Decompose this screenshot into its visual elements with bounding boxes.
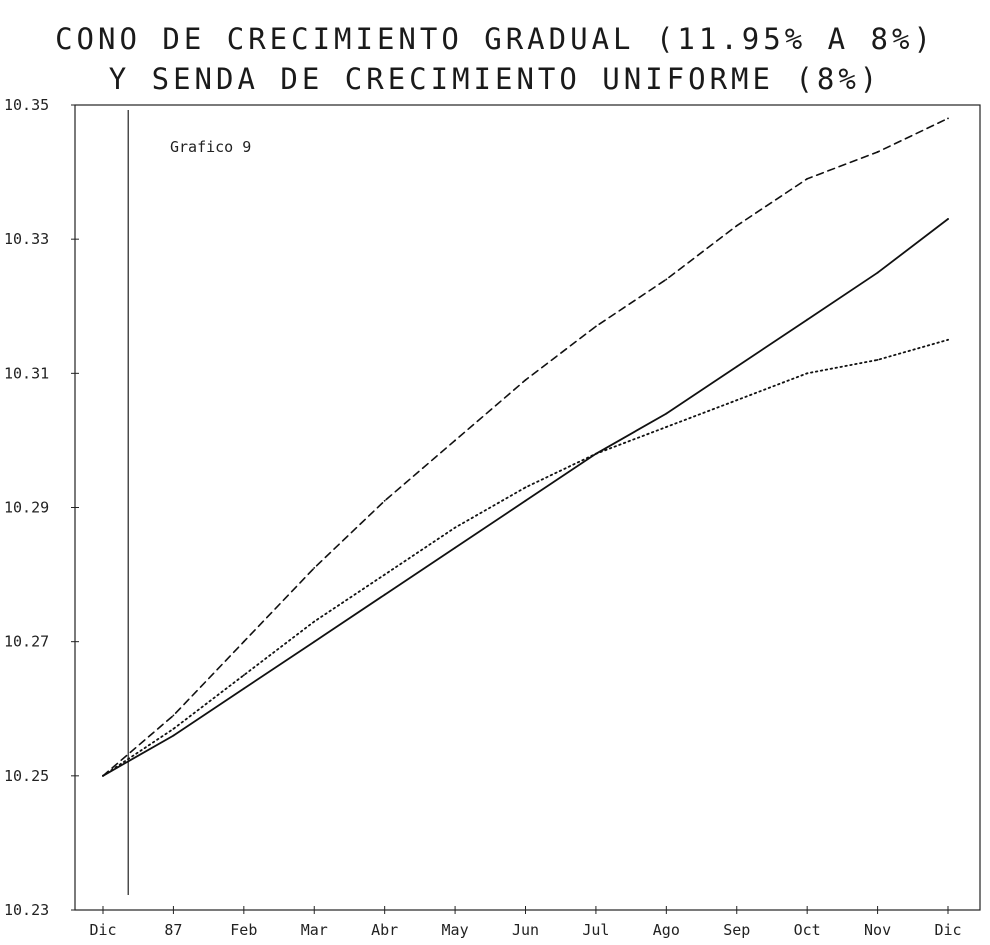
series-point-dotted [595,452,597,455]
plot-frame [74,104,981,911]
x-tick-label: May [442,921,469,939]
series-point-dotted [313,620,316,623]
x-tick-label: Abr [371,921,398,939]
y-tick-label: 10.33 [4,230,49,248]
series-point-solid [947,218,949,220]
y-tick-label: 10.23 [4,901,49,919]
series-point-solid [242,687,245,690]
x-tick-label: Feb [230,921,257,939]
series-point-dotted [806,372,809,375]
x-tick-label: Nov [864,921,891,939]
x-tick-label: Jun [512,921,539,939]
series-point-dashed [735,224,738,227]
series-point-dashed [876,151,879,153]
series-point-dashed [313,566,316,569]
series-point-dotted [665,426,668,428]
series-point-dashed [806,177,809,180]
series-point-dotted [876,359,879,361]
y-tick-label: 10.25 [4,767,49,785]
series-point-dotted [454,526,456,529]
x-tick-label: Ago [653,921,680,939]
y-tick-label: 10.29 [4,499,49,517]
chart-subtitle: Y SENDA DE CRECIMIENTO UNIFORME (8%) [108,62,882,96]
series-point-solid [524,499,527,502]
series-point-dotted [172,727,175,730]
series-point-solid [735,365,738,368]
series-point-dotted [735,399,738,402]
series-point-dashed [665,278,668,281]
series-line-dotted [102,338,949,777]
series-point-solid [876,271,879,274]
y-tick-label: 10.31 [4,364,49,382]
series-line-solid [102,218,949,777]
series-point-dashed [947,117,949,120]
series-point-dashed [383,499,386,502]
series-point-solid [383,593,386,596]
x-tick-label: Sep [723,921,750,939]
series-point-dashed [454,439,456,442]
series-point-dotted [102,774,104,777]
series-point-dotted [524,486,527,489]
series-point-dotted [947,338,949,341]
series-point-dashed [595,325,597,328]
y-tick-label: 10.27 [4,633,49,651]
series-point-dotted [383,573,386,576]
series-point-dashed [524,379,527,381]
x-tick-label: Dic [934,921,961,939]
series-point-solid [313,640,316,643]
y-tick-label: 10.35 [4,96,49,114]
x-tick-label: Dic [89,921,116,939]
series-point-solid [172,734,175,737]
series-point-solid [806,318,809,321]
series-line-dashed [102,117,949,777]
chart-title: CONO DE CRECIMIENTO GRADUAL (11.95% A 8%… [55,22,935,56]
series-point-dashed [172,714,175,717]
x-tick-label: Mar [301,921,328,939]
x-tick-label: Jul [582,921,609,939]
chart-annotation: Grafico 9 [170,138,251,156]
series-point-dashed [242,640,245,643]
series-point-solid [665,412,668,415]
series-point-dotted [242,674,245,677]
series-point-solid [454,546,456,549]
x-tick-label: 87 [164,921,182,939]
x-tick-label: Oct [794,921,821,939]
